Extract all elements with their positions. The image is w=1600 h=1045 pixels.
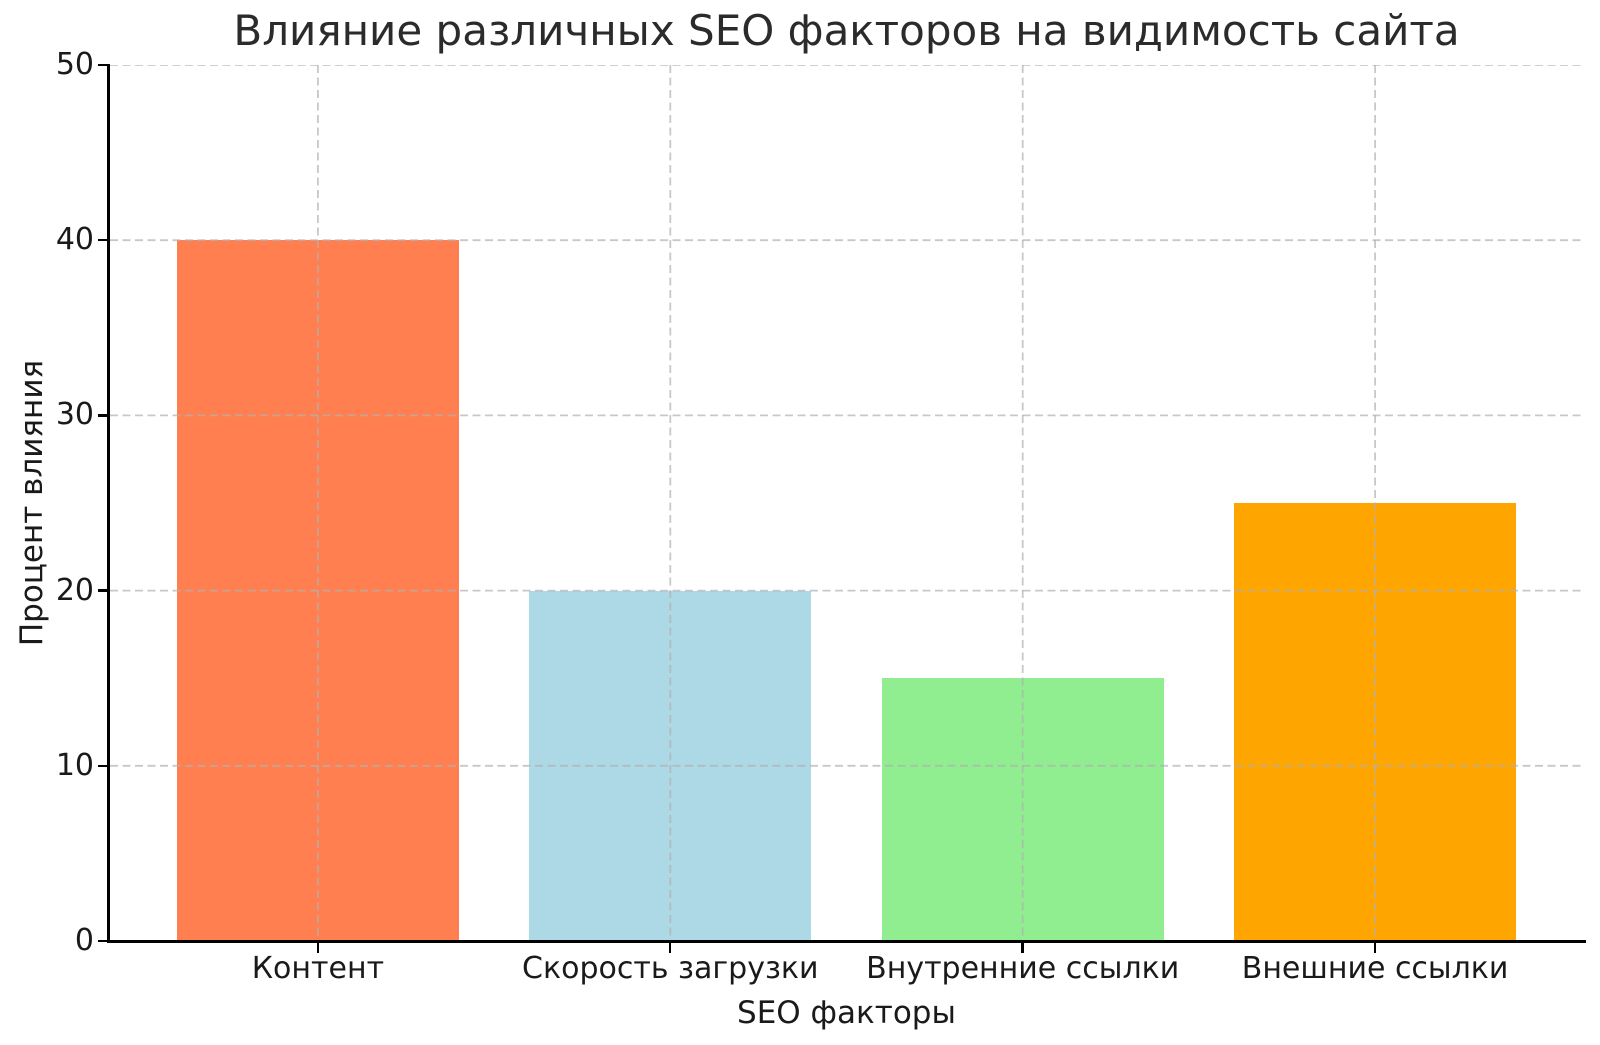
y-tick-mark-50 (98, 63, 110, 67)
x-tick-label-2: Внутренние ссылки (866, 951, 1180, 986)
y-tick-mark-40 (98, 239, 110, 242)
x-axis-spine (107, 940, 1586, 943)
x-tick-label-3: Внешние ссылки (1241, 951, 1509, 986)
chart-title: Влияние различных SEO факторов на видимо… (233, 6, 1460, 55)
x-tick-mark-1 (669, 941, 672, 953)
x-tick-label-0: Контент (251, 951, 385, 986)
y-tick-label-50: 50 (55, 47, 94, 82)
y-tick-label-20: 20 (55, 572, 94, 608)
y-tick-mark-20 (98, 589, 110, 592)
y-tick-label-0: 0 (74, 923, 94, 958)
x-tick-label-1: Скорость загрузки (522, 951, 819, 986)
x-tick-mark-0 (316, 941, 320, 953)
y-tick-label-30: 30 (55, 397, 94, 433)
y-tick-mark-0 (98, 939, 110, 943)
y-tick-mark-10 (98, 764, 110, 767)
gridlines (110, 65, 1583, 941)
y-axis-spine (107, 64, 110, 943)
y-tick-label-40: 40 (55, 222, 94, 258)
y-tick-mark-30 (98, 414, 110, 417)
y-tick-label-10: 10 (55, 747, 94, 783)
x-axis-label: SEO факторы (737, 995, 956, 1031)
x-tick-mark-2 (1021, 941, 1024, 953)
x-tick-mark-3 (1373, 941, 1377, 953)
plot-area (110, 65, 1583, 941)
